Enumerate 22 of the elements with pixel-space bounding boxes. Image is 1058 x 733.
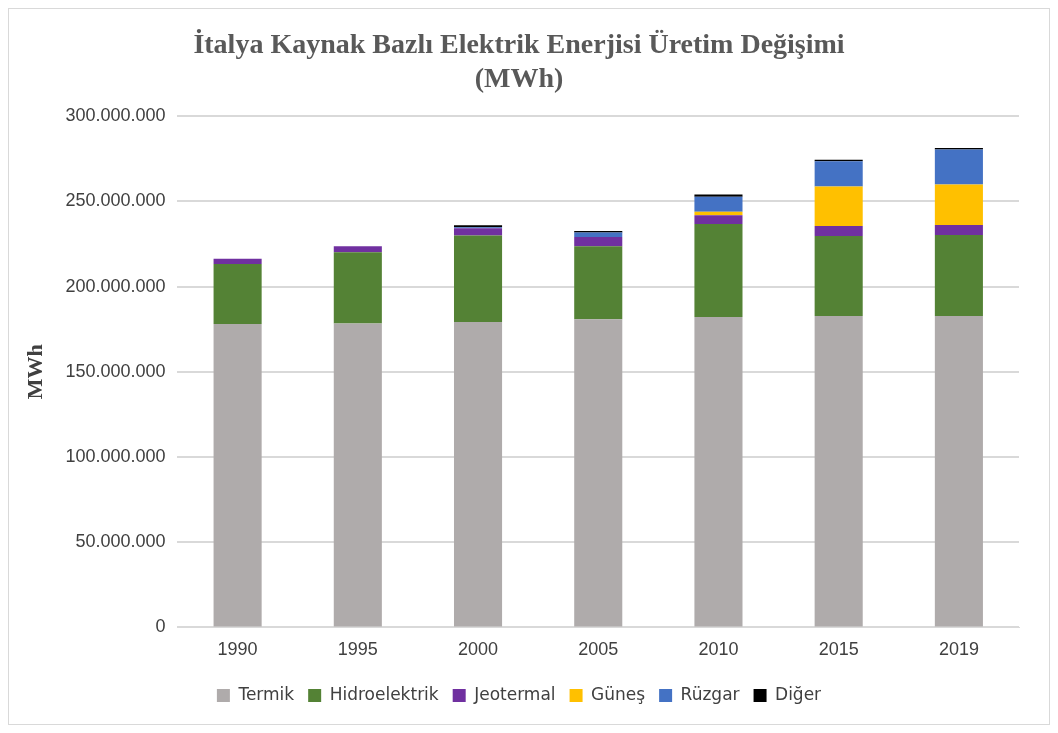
- y-tick-label: 150.000.000: [65, 360, 166, 381]
- y-tick-label: 300.000.000: [65, 105, 166, 126]
- y-tick-label: 250.000.000: [65, 190, 166, 211]
- x-tick-label: 2005: [578, 639, 619, 660]
- legend-label: Güneş: [591, 683, 646, 704]
- legend-label: Rüzgar: [680, 683, 740, 704]
- x-tick-label: 1995: [337, 639, 378, 660]
- y-tick-label: 50.000.000: [75, 531, 166, 552]
- chart-title: İtalya Kaynak Bazlı Elektrik Enerjisi Üretim Değişimi (MWh): [193, 28, 845, 93]
- legend-label: Jeotermal: [473, 683, 556, 704]
- x-tick-label: 2000: [458, 639, 499, 660]
- x-tick-label: 2010: [698, 639, 739, 660]
- x-tick-label: 2015: [818, 639, 859, 660]
- legend-label: Termik: [237, 683, 295, 704]
- y-axis-title: MWh: [21, 344, 47, 400]
- legend-label: Hidroelektrik: [329, 683, 439, 704]
- x-tick-label: 2019: [938, 639, 979, 660]
- y-tick-label: 200.000.000: [65, 275, 166, 296]
- y-tick-label: 100.000.000: [65, 445, 166, 466]
- y-tick-label: 0: [155, 616, 166, 637]
- legend-label: Diğer: [775, 683, 822, 704]
- x-tick-label: 1990: [217, 639, 258, 660]
